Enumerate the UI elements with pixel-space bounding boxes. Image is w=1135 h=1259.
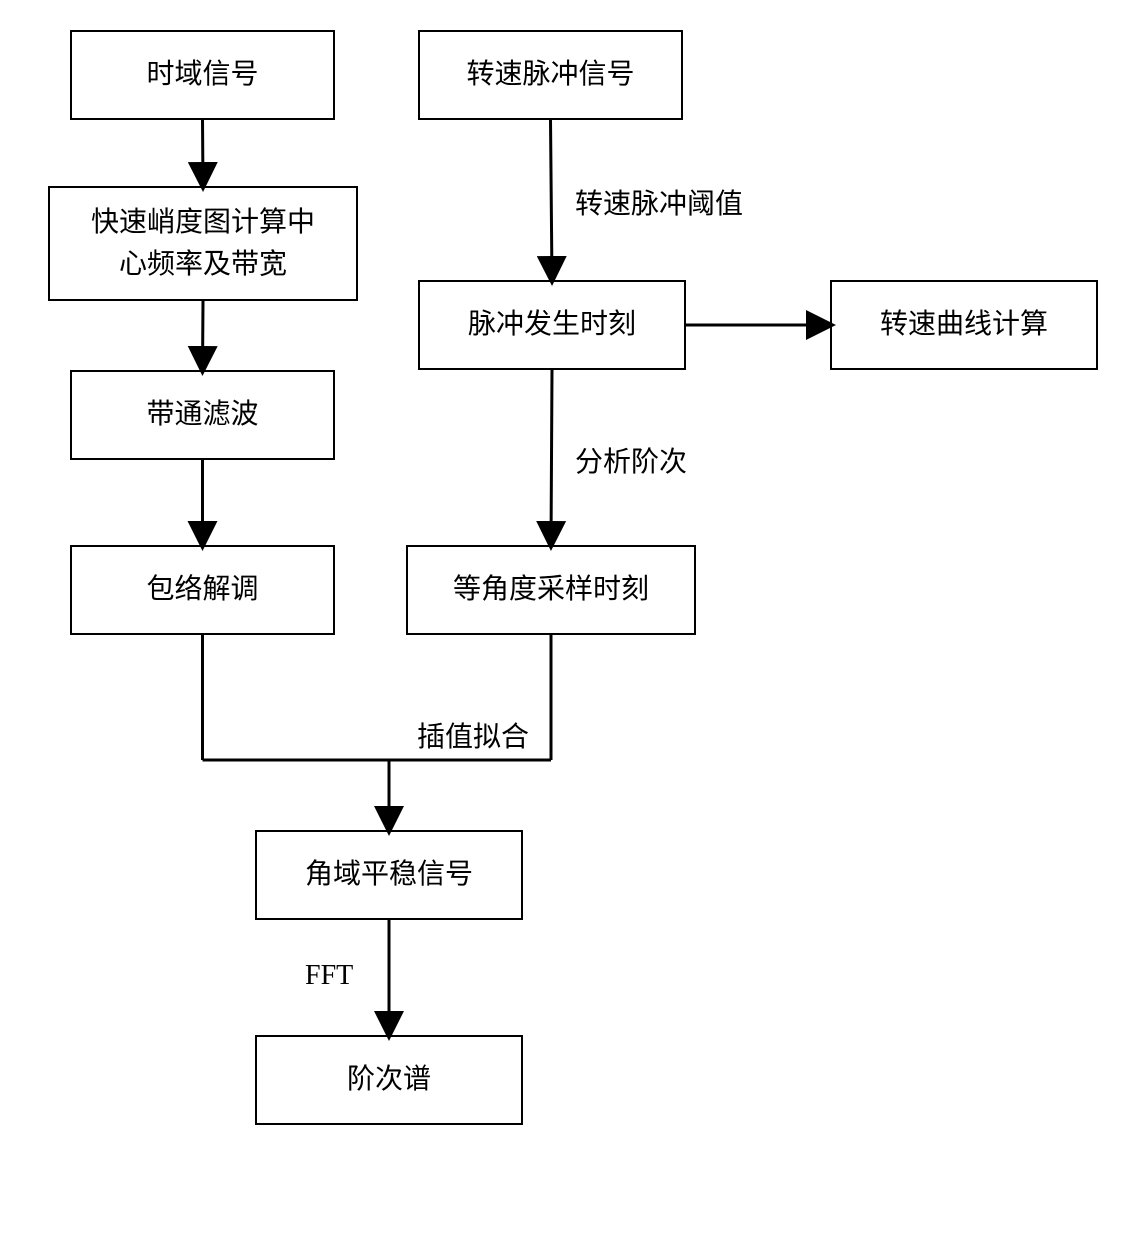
node-pulse-moment: 脉冲发生时刻 [418, 280, 686, 370]
node-envelope-demod: 包络解调 [70, 545, 335, 635]
node-label: 包络解调 [146, 569, 258, 611]
node-angular-domain-signal: 角域平稳信号 [255, 830, 523, 920]
node-label: 转速曲线计算 [880, 304, 1048, 346]
node-equal-angle-sampling: 等角度采样时刻 [406, 545, 696, 635]
node-bandpass-filter: 带通滤波 [70, 370, 335, 460]
node-label: 时域信号 [146, 54, 258, 96]
node-label: 快速峭度图计算中 心频率及带宽 [91, 202, 315, 286]
node-label: 脉冲发生时刻 [468, 304, 636, 346]
node-label: 阶次谱 [347, 1059, 431, 1101]
node-speed-pulse-signal: 转速脉冲信号 [418, 30, 683, 120]
node-speed-curve-calc: 转速曲线计算 [830, 280, 1098, 370]
node-order-spectrum: 阶次谱 [255, 1035, 523, 1125]
edge-label-fft: FFT [305, 960, 353, 992]
node-label: 角域平稳信号 [305, 854, 473, 896]
edge-label-pulse-threshold: 转速脉冲阈值 [575, 182, 743, 222]
edge-label-interpolation: 插值拟合 [417, 715, 529, 755]
edge-label-analysis-order: 分析阶次 [575, 440, 687, 480]
node-fast-kurtogram: 快速峭度图计算中 心频率及带宽 [48, 186, 358, 301]
node-label: 等角度采样时刻 [453, 569, 649, 611]
node-time-domain-signal: 时域信号 [70, 30, 335, 120]
node-label: 带通滤波 [146, 394, 258, 436]
node-label: 转速脉冲信号 [466, 54, 634, 96]
